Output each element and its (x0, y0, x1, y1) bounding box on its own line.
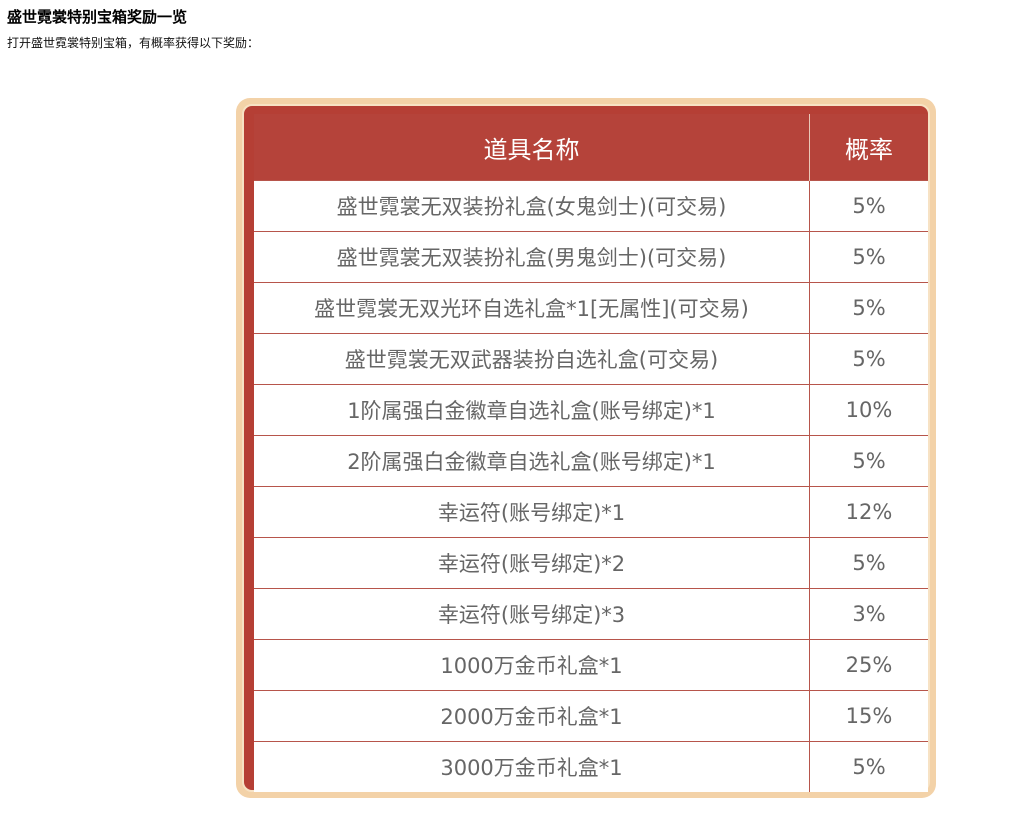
item-name-cell: 幸运符(账号绑定)*2 (254, 537, 810, 589)
table-row: 1阶属强白金徽章自选礼盒(账号绑定)*1 10% (254, 384, 928, 436)
item-name-cell: 1000万金币礼盒*1 (254, 639, 810, 691)
probability-cell: 5% (809, 231, 928, 283)
probability-cell: 3% (809, 588, 928, 640)
probability-cell: 5% (809, 435, 928, 487)
item-name-cell: 幸运符(账号绑定)*3 (254, 588, 810, 640)
table-row: 盛世霓裳无双武器装扮自选礼盒(可交易) 5% (254, 333, 928, 385)
table-row: 幸运符(账号绑定)*3 3% (254, 588, 928, 640)
probability-cell: 12% (809, 486, 928, 538)
page-title: 盛世霓裳特别宝箱奖励一览 (7, 8, 188, 26)
table-row: 盛世霓裳无双装扮礼盒(男鬼剑士)(可交易) 5% (254, 231, 928, 283)
probability-cell: 5% (809, 333, 928, 385)
item-name-cell: 1阶属强白金徽章自选礼盒(账号绑定)*1 (254, 384, 810, 436)
reward-table: 道具名称 概率 盛世霓裳无双装扮礼盒(女鬼剑士)(可交易) 5% 盛世霓裳无双装扮礼… (254, 114, 928, 792)
probability-cell: 15% (809, 690, 928, 742)
item-name-cell: 盛世霓裳无双武器装扮自选礼盒(可交易) (254, 333, 810, 385)
probability-cell: 5% (809, 282, 928, 334)
probability-cell: 25% (809, 639, 928, 691)
probability-cell: 10% (809, 384, 928, 436)
table-row: 2000万金币礼盒*1 15% (254, 690, 928, 742)
table-row: 2阶属强白金徽章自选礼盒(账号绑定)*1 5% (254, 435, 928, 487)
table-header-row: 道具名称 概率 (254, 114, 928, 181)
item-name-cell: 2000万金币礼盒*1 (254, 690, 810, 742)
probability-cell: 5% (809, 741, 928, 792)
page-subtitle: 打开盛世霓裳特别宝箱，有概率获得以下奖励： (7, 36, 260, 50)
item-name-cell: 幸运符(账号绑定)*1 (254, 486, 810, 538)
table-row: 幸运符(账号绑定)*2 5% (254, 537, 928, 589)
item-name-cell: 3000万金币礼盒*1 (254, 741, 810, 792)
reward-table-panel: 道具名称 概率 盛世霓裳无双装扮礼盒(女鬼剑士)(可交易) 5% 盛世霓裳无双装扮礼… (242, 104, 930, 792)
header-item-name: 道具名称 (254, 114, 810, 181)
table-row: 盛世霓裳无双光环自选礼盒*1[无属性](可交易) 5% (254, 282, 928, 334)
table-row: 盛世霓裳无双装扮礼盒(女鬼剑士)(可交易) 5% (254, 180, 928, 232)
reward-table-frame: 道具名称 概率 盛世霓裳无双装扮礼盒(女鬼剑士)(可交易) 5% 盛世霓裳无双装扮礼… (236, 98, 936, 798)
header-probability: 概率 (809, 114, 928, 181)
table-row: 1000万金币礼盒*1 25% (254, 639, 928, 691)
item-name-cell: 2阶属强白金徽章自选礼盒(账号绑定)*1 (254, 435, 810, 487)
table-row: 幸运符(账号绑定)*1 12% (254, 486, 928, 538)
item-name-cell: 盛世霓裳无双装扮礼盒(女鬼剑士)(可交易) (254, 180, 810, 232)
probability-cell: 5% (809, 180, 928, 232)
table-row: 3000万金币礼盒*1 5% (254, 741, 928, 792)
item-name-cell: 盛世霓裳无双光环自选礼盒*1[无属性](可交易) (254, 282, 810, 334)
item-name-cell: 盛世霓裳无双装扮礼盒(男鬼剑士)(可交易) (254, 231, 810, 283)
probability-cell: 5% (809, 537, 928, 589)
